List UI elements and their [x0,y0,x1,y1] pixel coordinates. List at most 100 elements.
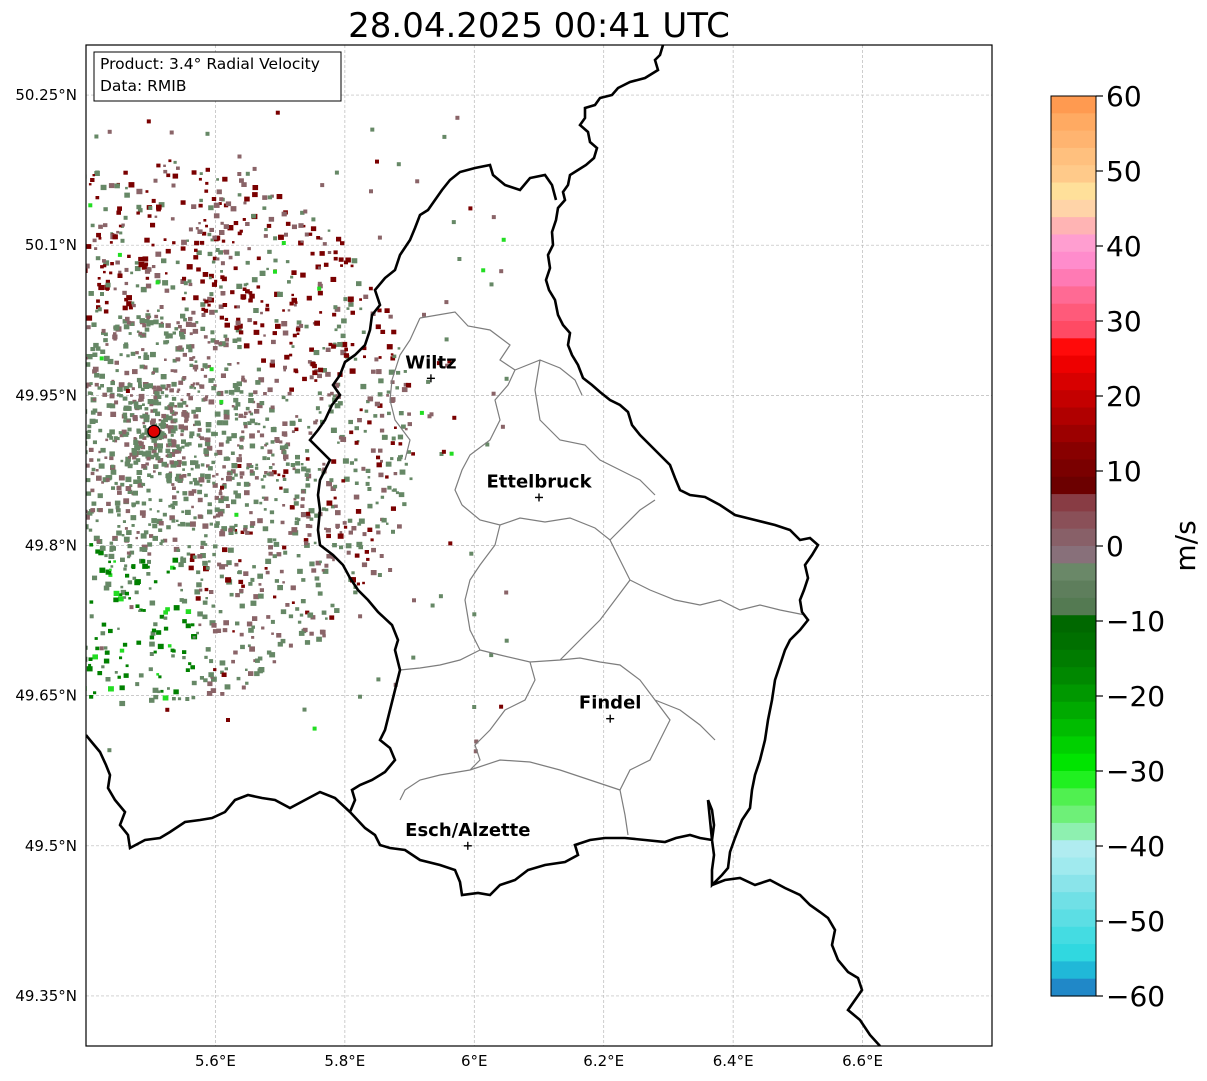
echo-pixel [6,545,9,547]
echo-pixel [195,596,201,601]
echo-pixel [144,428,149,433]
echo-pixel [81,493,85,497]
echo-pixel [310,251,315,256]
echo-pixel [273,269,277,274]
echo-pixel [451,220,456,225]
echo-pixel [26,640,32,645]
echo-pixel [158,521,164,526]
echo-pixel [14,521,19,526]
echo-pixel [194,360,198,363]
echo-pixel [381,487,387,493]
echo-pixel [166,384,171,388]
echo-pixel [272,660,277,664]
echo-pixel [15,237,19,240]
lat-tick-label: 49.65°N [15,687,77,705]
echo-pixel [346,550,351,555]
echo-pixel [57,411,61,415]
echo-pixel [254,466,259,470]
echo-pixel [188,490,194,496]
echo-pixel [66,671,69,674]
echo-pixel [64,259,67,262]
echo-pixel [95,646,100,651]
echo-pixel [245,289,250,294]
echo-pixel [141,333,146,337]
echo-pixel [259,401,265,406]
echo-pixel [271,632,274,635]
echo-pixel [189,363,194,367]
echo-pixel [241,182,247,187]
info-product: Product: 3.4° Radial Velocity [100,55,320,73]
echo-pixel [72,659,77,663]
echo-pixel [153,408,158,413]
echo-pixel [67,417,71,421]
echo-pixel [196,582,202,588]
echo-pixel [276,194,283,200]
echo-pixel [14,307,17,310]
echo-pixel [123,536,130,542]
echo-pixel [363,294,369,299]
echo-pixel [429,412,434,417]
echo-pixel [77,278,82,283]
echo-pixel [96,475,102,481]
echo-pixel [307,360,312,364]
echo-pixel [291,430,295,433]
echo-pixel [150,222,156,228]
echo-pixel [68,608,73,612]
echo-pixel [163,340,168,345]
echo-pixel [180,477,184,481]
echo-pixel [50,589,54,592]
echo-pixel [18,551,23,555]
echo-pixel [282,421,288,426]
echo-pixel [67,644,70,646]
echo-pixel [226,457,231,461]
echo-pixel [442,134,447,139]
echo-pixel [90,178,95,182]
echo-pixel [319,560,322,564]
echo-pixel [269,407,275,413]
echo-pixel [190,665,195,670]
echo-pixel [170,285,176,290]
echo-pixel [303,209,308,214]
echo-pixel [73,277,78,281]
echo-pixel [236,305,240,309]
colorbar-segment [1051,338,1096,357]
echo-pixel [123,416,128,420]
echo-pixel [48,515,52,519]
echo-pixel [190,383,195,388]
echo-pixel [388,369,395,375]
echo-pixel [299,613,304,617]
echo-pixel [109,393,115,399]
echo-pixel [189,332,193,336]
echo-pixel [97,493,103,499]
echo-pixel [296,320,302,325]
echo-pixel [198,203,203,208]
echo-pixel [233,397,239,403]
echo-pixel [309,347,314,352]
longitude-tick-labels: 5.6°E 5.8°E 6°E 6.2°E 6.4°E 6.6°E [195,1052,883,1070]
echo-pixel [182,456,186,460]
echo-pixel [191,204,197,209]
echo-pixel [306,511,311,516]
echo-pixel [444,300,449,305]
echo-pixel [193,423,196,427]
echo-pixel [132,490,138,496]
echo-pixel [31,321,35,325]
echo-pixel [49,562,52,564]
echo-pixel [123,498,130,504]
echo-pixel [92,174,95,177]
echo-pixel [489,653,494,658]
echo-pixel [314,513,319,518]
echo-pixel [185,609,192,614]
echo-pixel [257,573,263,579]
echo-pixel [304,542,310,548]
echo-pixel [178,450,182,454]
colorbar-tick-label: −60 [1106,980,1165,1013]
echo-pixel [313,541,317,545]
echo-pixel [219,508,225,514]
echo-pixel [40,513,44,517]
echo-pixel [86,463,90,468]
echo-pixel [219,305,223,309]
echo-pixel [155,342,159,345]
echo-pixel [154,314,159,319]
echo-pixel [219,489,222,492]
